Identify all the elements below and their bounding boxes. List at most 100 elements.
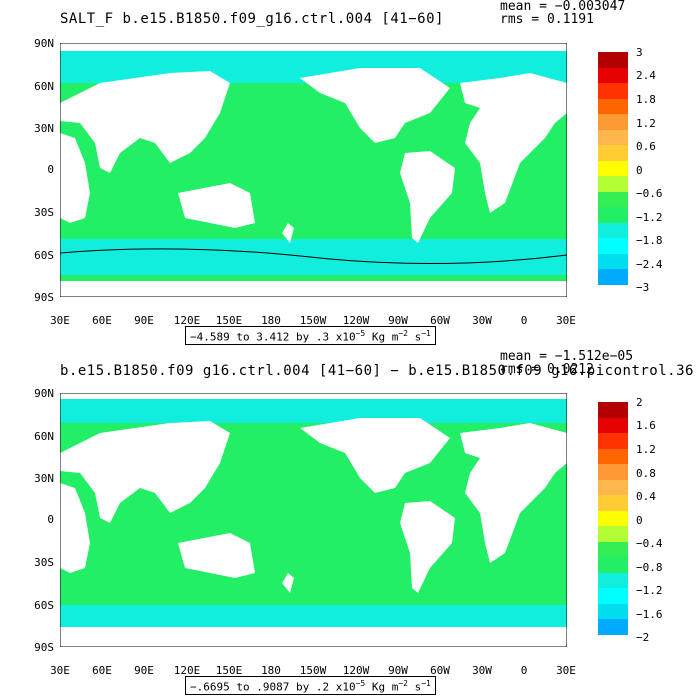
colorbar-swatch [598,402,628,418]
lat-label-90s: 90S [34,291,54,304]
colorbar-label: 1.2 [636,443,656,456]
lon-label: 60E [92,314,112,327]
colorbar-label: 0 [636,514,643,527]
rms-stat: rms = 0.0212 [500,362,594,377]
colorbar-swatch [598,129,628,145]
lat-label-30s: 30S [34,206,54,219]
colorbar-swatch [598,52,628,68]
lat-label-0: 0 [47,513,54,526]
lon-label: 30W [472,314,492,327]
lat-label-60s: 60S [34,249,54,262]
world-map [60,393,567,647]
colorbar-label: 0.8 [636,467,656,480]
range-exponent: −5 [355,679,366,688]
lon-label: 30E [556,314,576,327]
colorbar-swatch [598,541,628,557]
units-text-s: s [414,330,422,344]
lon-label: 120W [342,314,370,327]
colorbar-label: −0.8 [636,561,663,574]
antarctic-shelf [60,275,567,285]
new-zealand [282,573,294,593]
lon-label: 180 [261,314,281,327]
colorbar-label: 1.2 [636,117,656,130]
lon-label: 30E [50,314,70,327]
units-text: Kg m [371,330,399,344]
colorbar-swatch [598,160,628,176]
colorbar-label: 0.6 [636,140,656,153]
lat-label-60n: 60N [34,80,54,93]
lon-label: 90W [388,314,408,327]
lon-label: 90W [388,664,408,677]
contour-range-box: −.6695 to .9087 by .2 x10−5 Kg m−2 s−1 [185,676,436,695]
colorbar-swatch [598,479,628,495]
colorbar-label: 0 [636,164,643,177]
colorbar-swatch [598,448,628,464]
colorbar-label: 3 [636,46,643,59]
map-title: b.e15.B1850.f09_g16.ctrl.004 [41−60] − b… [60,364,700,378]
south-america-landmass [400,151,455,243]
north-america-landmass [300,68,450,143]
colorbar-swatch [598,417,628,433]
units-exponent-s: −1 [421,679,431,688]
colorbar-swatch [598,510,628,526]
lon-label: 30E [50,664,70,677]
range-text: −.6695 to .9087 by .2 x10 [190,680,356,694]
colorbar-swatch [598,207,628,223]
lat-label-90s: 90S [34,641,54,654]
lon-label: 0 [520,664,528,677]
mean-stat: mean = −0.003047 [500,0,626,14]
colorbar-label: −1.8 [636,234,663,247]
lat-label-30n: 30N [34,472,54,485]
range-exponent: −5 [355,329,366,338]
lon-label: 150E [215,664,243,677]
asia-landmass [60,421,230,523]
colorbar-swatch [598,98,628,114]
colorbar-label: 2.4 [636,69,656,82]
colorbar-label: 1.6 [636,419,656,432]
lon-label: 150W [299,664,327,677]
units-exponent-s: −1 [421,329,431,338]
australia-landmass [178,533,255,578]
colorbar-swatch [598,588,628,604]
colorbar-label: −1.6 [636,608,663,621]
colorbar-swatch [598,269,628,285]
lat-label-30s: 30S [34,556,54,569]
lon-label: 60W [430,314,450,327]
colorbar-label: −0.6 [636,187,663,200]
polar-cap [60,43,567,51]
colorbar-swatch [598,557,628,573]
colorbar-label: 2 [636,396,643,409]
colorbar-swatch [598,572,628,588]
europe-africa-landmass [460,73,567,213]
colorbar [598,52,628,285]
contour-line [60,248,567,265]
colorbar-swatch [598,495,628,511]
lon-label: 120E [173,314,201,327]
north-america-landmass [300,418,450,493]
australia-landmass [178,183,255,228]
new-zealand [282,223,294,243]
antarctica-landmass [60,281,567,297]
mean-stat: mean = −1.512e−05 [500,349,634,364]
lat-label-90n: 90N [34,387,54,400]
colorbar-label: −0.4 [636,537,663,550]
contour-range-box: −4.589 to 3.412 by .3 x10−5 Kg m−2 s−1 [185,326,436,345]
lat-label-0: 0 [47,163,54,176]
lon-label: 0 [520,314,528,327]
colorbar-swatch [598,238,628,254]
colorbar-swatch [598,526,628,542]
rms-stat: rms = 0.1191 [500,12,594,27]
map-title: SALT_F b.e15.B1850.f09_g16.ctrl.004 [41−… [60,11,444,27]
southern-ocean [60,605,567,627]
colorbar-swatch [598,222,628,238]
world-map [60,43,567,297]
colorbar [598,402,628,635]
colorbar-label: 1.8 [636,93,656,106]
colorbar-label: −2.4 [636,258,663,271]
colorbar-label: 0.4 [636,490,656,503]
units-text-s: s [414,680,422,694]
asia-landmass [60,71,230,173]
colorbar-label: −1.2 [636,584,663,597]
africa-east-landmass [60,133,90,223]
colorbar-swatch [598,433,628,449]
